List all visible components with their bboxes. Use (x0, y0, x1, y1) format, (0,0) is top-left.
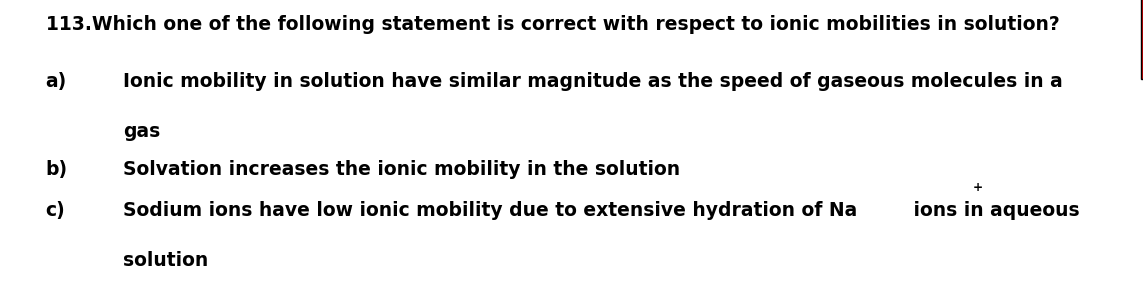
Text: Ionic mobility in solution have similar magnitude as the speed of gaseous molecu: Ionic mobility in solution have similar … (123, 72, 1063, 91)
Text: b): b) (46, 160, 67, 179)
Text: solution: solution (123, 251, 209, 271)
Text: gas: gas (123, 122, 161, 141)
Text: Sodium ions have low ionic mobility due to extensive hydration of Na: Sodium ions have low ionic mobility due … (123, 201, 857, 220)
Text: c): c) (46, 201, 65, 220)
Text: Solvation increases the ionic mobility in the solution: Solvation increases the ionic mobility i… (123, 160, 680, 179)
FancyBboxPatch shape (1141, 0, 1143, 79)
Text: 113.Which one of the following statement is correct with respect to ionic mobili: 113.Which one of the following statement… (46, 15, 1060, 35)
Text: +: + (973, 181, 983, 194)
Text: ions in aqueous: ions in aqueous (906, 201, 1079, 220)
Text: a): a) (46, 72, 67, 91)
